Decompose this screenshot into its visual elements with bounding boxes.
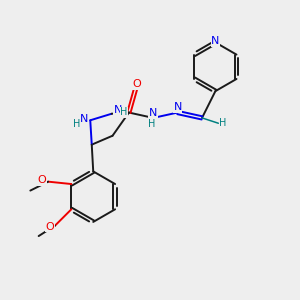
Text: O: O — [45, 221, 54, 232]
Text: O: O — [37, 175, 46, 185]
Text: O: O — [133, 79, 141, 89]
Text: H: H — [219, 118, 226, 128]
Text: N: N — [80, 114, 88, 124]
Text: H: H — [148, 119, 155, 129]
Text: N: N — [173, 103, 182, 112]
Text: N: N — [149, 108, 158, 118]
Text: H: H — [74, 119, 81, 129]
Text: H: H — [121, 107, 128, 117]
Text: N: N — [211, 36, 220, 46]
Text: N: N — [113, 105, 122, 115]
